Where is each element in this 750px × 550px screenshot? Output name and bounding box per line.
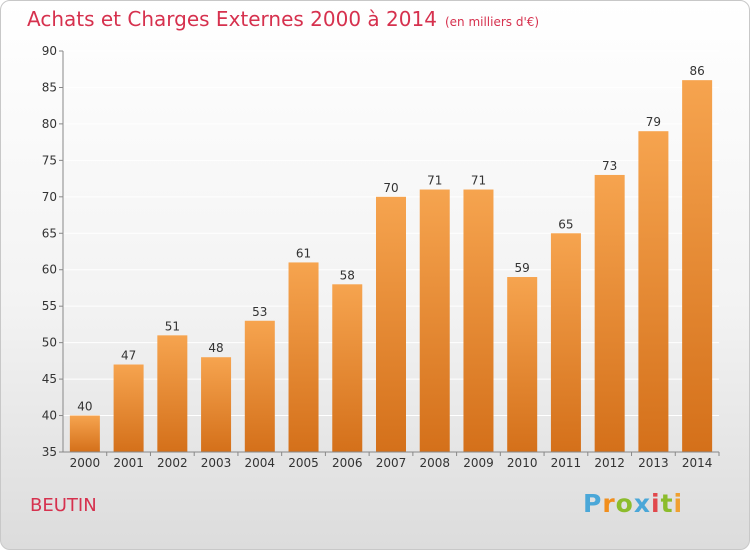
x-tick-label: 2004 — [245, 456, 276, 470]
bar — [69, 415, 100, 452]
y-tick-label: 50 — [42, 336, 57, 350]
y-tick-label: 55 — [42, 299, 57, 313]
x-tick-label: 2005 — [288, 456, 319, 470]
data-label: 40 — [77, 400, 92, 414]
bar — [682, 80, 713, 452]
logo-letter: i — [651, 489, 661, 518]
bar — [113, 364, 144, 452]
proxiti-logo: Proxiti — [583, 489, 683, 518]
data-label: 79 — [646, 115, 661, 129]
data-label: 59 — [515, 261, 530, 275]
x-tick-label: 2002 — [157, 456, 188, 470]
x-tick-label: 2001 — [113, 456, 144, 470]
y-tick-label: 90 — [42, 44, 57, 58]
x-tick-label: 2011 — [551, 456, 582, 470]
y-tick-label: 80 — [42, 117, 57, 131]
bar — [507, 277, 538, 452]
x-tick-label: 2008 — [419, 456, 450, 470]
y-tick-label: 75 — [42, 153, 57, 167]
bar — [550, 233, 581, 452]
data-label: 71 — [471, 174, 486, 188]
chart-title: Achats et Charges Externes 2000 à 2014 (e… — [27, 7, 539, 31]
data-label: 71 — [427, 174, 442, 188]
y-tick-label: 35 — [42, 445, 57, 459]
bar — [332, 284, 363, 452]
data-label: 86 — [689, 64, 704, 78]
commune-name: BEUTIN — [30, 495, 97, 516]
x-tick-label: 2003 — [201, 456, 232, 470]
data-label: 65 — [558, 217, 573, 231]
y-tick-label: 70 — [42, 190, 57, 204]
y-tick-label: 45 — [42, 372, 57, 386]
bar — [157, 335, 188, 452]
logo-letter: x — [633, 489, 651, 518]
data-label: 48 — [208, 341, 223, 355]
logo-letter: i — [673, 489, 684, 518]
bar — [288, 262, 319, 452]
chart-unit: (en milliers d'€) — [444, 15, 540, 29]
data-label: 47 — [121, 349, 136, 363]
data-label: 51 — [165, 319, 180, 333]
data-label: 61 — [296, 246, 311, 260]
bar — [201, 357, 232, 452]
y-tick-label: 65 — [42, 226, 57, 240]
data-label: 70 — [383, 181, 398, 195]
x-tick-label: 2013 — [638, 456, 669, 470]
bar — [244, 320, 275, 452]
data-label: 58 — [340, 268, 355, 282]
x-tick-label: 2010 — [507, 456, 538, 470]
bar — [594, 174, 625, 453]
logo-letter: t — [660, 489, 674, 518]
bar — [638, 131, 669, 452]
x-tick-label: 2006 — [332, 456, 363, 470]
x-tick-label: 2000 — [70, 456, 101, 470]
y-tick-label: 60 — [42, 263, 57, 277]
bar — [419, 189, 450, 452]
x-tick-label: 2014 — [682, 456, 713, 470]
y-tick-label: 85 — [42, 80, 57, 94]
data-label: 53 — [252, 305, 267, 319]
bar — [376, 196, 406, 452]
x-tick-label: 2007 — [376, 456, 407, 470]
x-tick-label: 2009 — [463, 456, 494, 470]
data-label: 73 — [602, 159, 617, 173]
logo-letter: P — [583, 489, 603, 518]
y-tick-label: 40 — [42, 409, 57, 423]
chart-title-text: Achats et Charges Externes 2000 à 2014 — [27, 7, 437, 31]
logo-letter: r — [602, 489, 616, 518]
bar — [463, 189, 494, 452]
logo-letter: o — [615, 489, 634, 518]
x-tick-label: 2012 — [594, 456, 625, 470]
